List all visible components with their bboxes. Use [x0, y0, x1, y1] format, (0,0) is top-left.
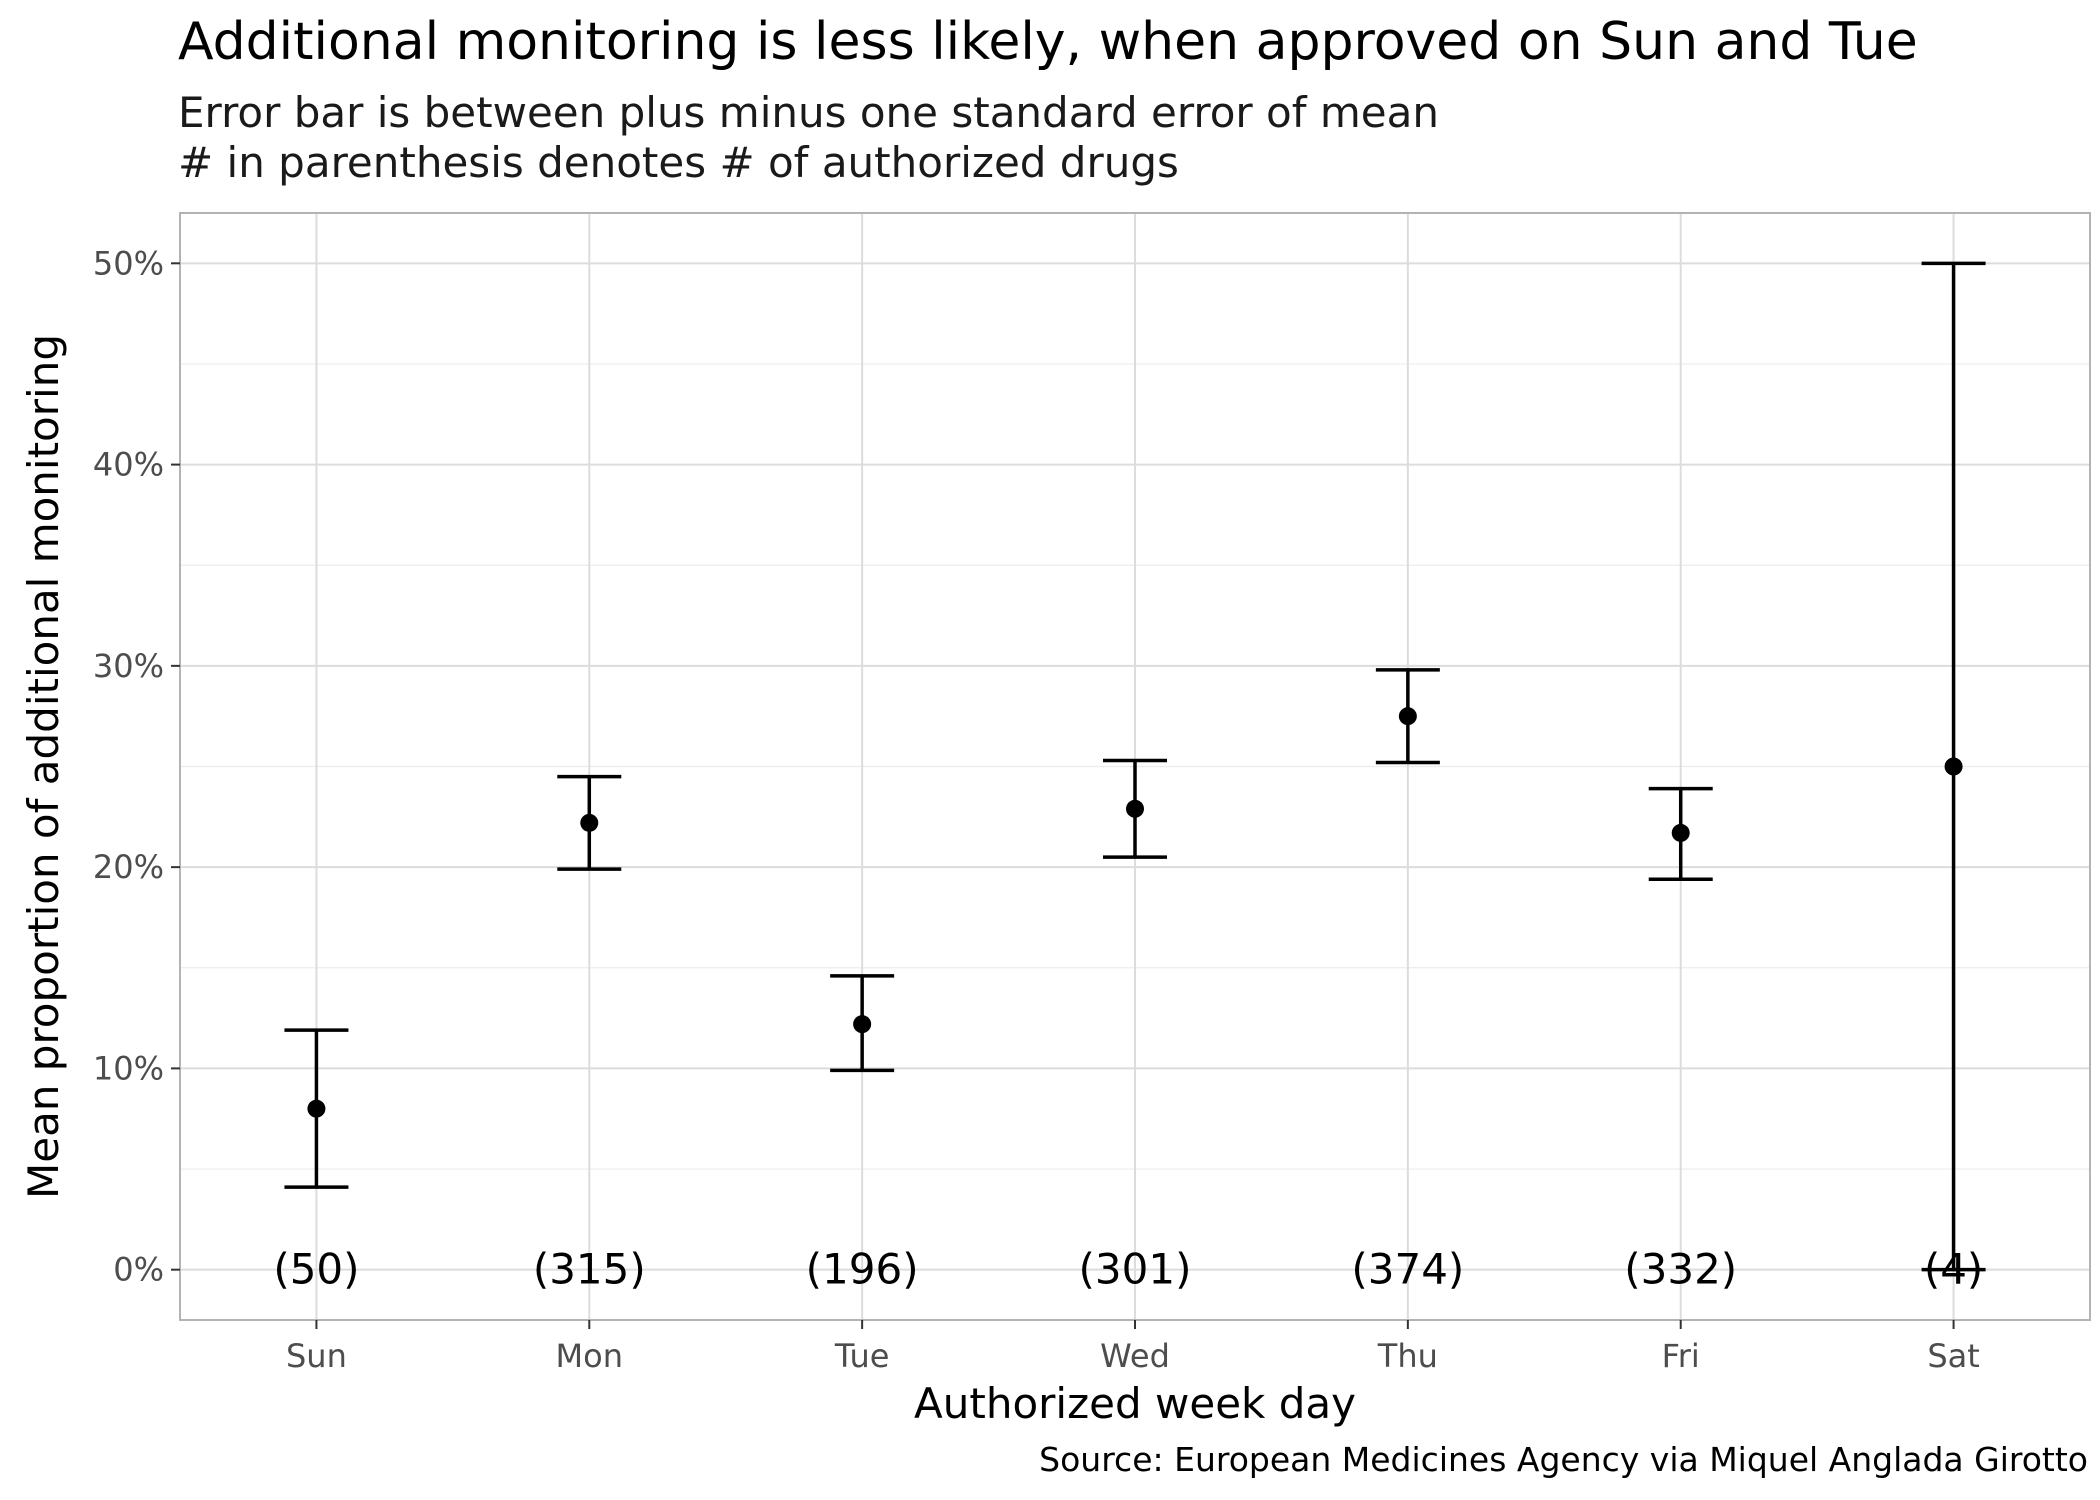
y-tick-label: 50%	[93, 244, 164, 282]
mean-point	[580, 813, 599, 832]
count-label: (50)	[273, 1245, 359, 1294]
y-tick-label: 30%	[93, 647, 164, 685]
error-bar-mon	[557, 774, 622, 871]
x-tick-label: Mon	[556, 1337, 623, 1375]
error-bar-sat	[1921, 261, 1986, 1272]
x-tick-label: Fri	[1662, 1337, 1700, 1375]
count-label: (315)	[533, 1245, 646, 1294]
count-label: (196)	[806, 1245, 919, 1294]
mean-point	[1671, 823, 1690, 842]
count-labels: (50) (315) (196) (301) (374) (332) (4)	[273, 1245, 1983, 1294]
y-axis: 0% 10% 20% 30% 40% 50%	[93, 244, 180, 1289]
data-marks	[284, 261, 1986, 1272]
y-tick-label: 40%	[93, 446, 164, 484]
y-axis-title: Mean proportion of additional monitoring	[19, 334, 68, 1199]
mean-point	[1944, 757, 1963, 776]
count-label: (374)	[1351, 1245, 1464, 1294]
count-label: (4)	[1924, 1245, 1984, 1294]
mean-point	[307, 1099, 326, 1118]
chart-subtitle-line-2: # in parenthesis denotes # of authorized…	[178, 138, 1179, 187]
x-tick-label: Thu	[1377, 1337, 1438, 1375]
x-tick-label: Sat	[1927, 1337, 1979, 1375]
error-bar-thu	[1375, 668, 1440, 765]
grid-lines	[180, 213, 2090, 1320]
error-bar-sun	[284, 1028, 349, 1189]
x-axis-title: Authorized week day	[914, 1379, 1356, 1428]
x-tick-label: Wed	[1100, 1337, 1170, 1375]
y-tick-label: 10%	[93, 1049, 164, 1087]
mean-point	[1126, 799, 1144, 818]
mean-point	[853, 1015, 872, 1034]
x-axis: Sun Mon Tue Wed Thu Fri Sat	[286, 1320, 1980, 1375]
count-label: (301)	[1079, 1245, 1192, 1294]
error-bar-tue	[830, 974, 895, 1073]
chart-title: Additional monitoring is less likely, wh…	[178, 12, 1918, 72]
y-tick-label: 20%	[93, 848, 164, 886]
error-bar-wed	[1103, 758, 1167, 859]
count-label: (332)	[1624, 1245, 1737, 1294]
x-tick-label: Tue	[834, 1337, 890, 1375]
chart-subtitle-line-1: Error bar is between plus minus one stan…	[178, 88, 1439, 137]
chart-caption: Source: European Medicines Agency via Mi…	[1039, 1440, 2088, 1479]
mean-point	[1398, 707, 1417, 726]
y-tick-label: 0%	[113, 1251, 164, 1289]
x-tick-label: Sun	[286, 1337, 347, 1375]
error-bar-fri	[1648, 786, 1713, 881]
